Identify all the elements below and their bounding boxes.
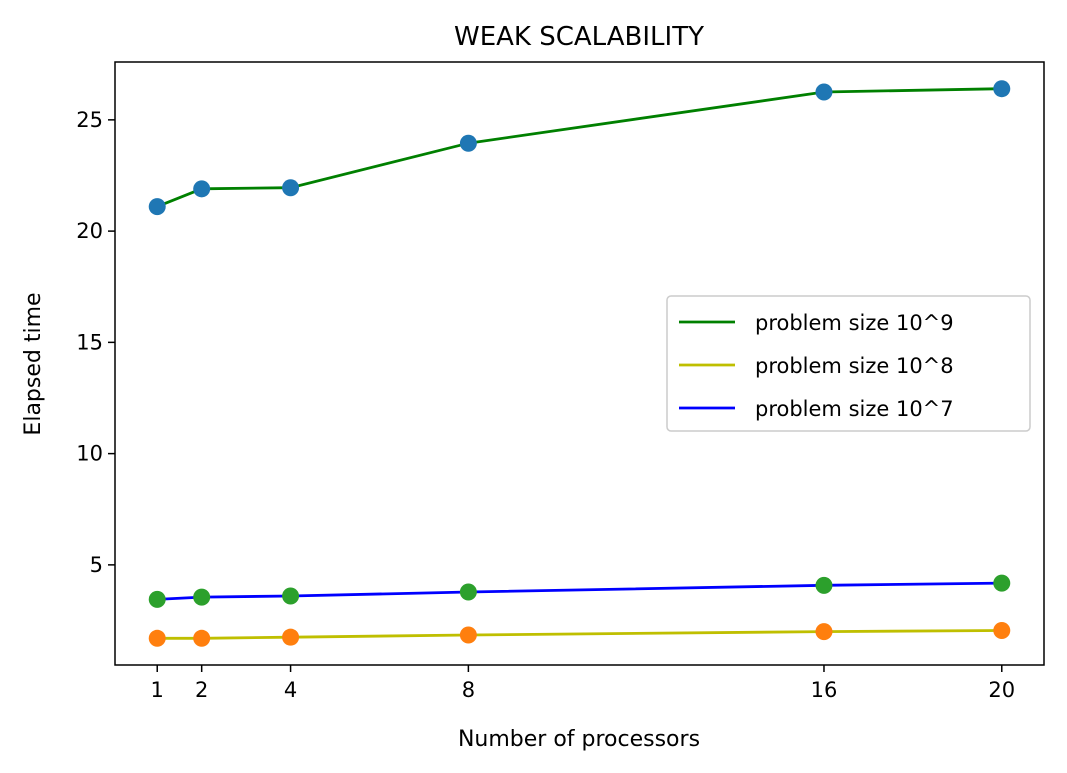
legend-box — [666, 295, 1031, 432]
data-point — [193, 629, 211, 647]
x-tick-label: 2 — [195, 678, 208, 702]
y-tick-label: 5 — [90, 553, 103, 577]
data-point — [815, 576, 833, 594]
legend-label: problem size 10^9 — [755, 311, 954, 335]
data-point — [148, 590, 166, 608]
series-layer — [148, 80, 1011, 647]
x-tick-label: 16 — [811, 678, 838, 702]
x-tick-label: 4 — [284, 678, 297, 702]
data-point — [993, 574, 1011, 592]
data-point — [459, 134, 477, 152]
y-tick-label: 25 — [76, 108, 103, 132]
legend: problem size 10^9 problem size 10^8 proble… — [666, 295, 1031, 432]
data-point — [282, 587, 300, 605]
y-tick-label: 10 — [76, 442, 103, 466]
data-point — [193, 588, 211, 606]
data-point — [815, 623, 833, 641]
data-point — [459, 626, 477, 644]
legend-label: problem size 10^8 — [755, 354, 954, 378]
data-point — [193, 180, 211, 198]
data-point — [282, 179, 300, 197]
x-tick-label: 20 — [988, 678, 1015, 702]
legend-label: problem size 10^7 — [755, 397, 954, 421]
data-point — [148, 198, 166, 216]
y-tick-label: 15 — [76, 330, 103, 354]
y-axis: 5 10 15 20 25 — [76, 108, 115, 577]
data-point — [148, 629, 166, 647]
x-axis-label: Number of processors — [458, 727, 700, 752]
y-tick-label: 20 — [76, 219, 103, 243]
data-point — [815, 83, 833, 101]
y-axis-label: Elapsed time — [21, 292, 46, 435]
x-tick-label: 1 — [151, 678, 164, 702]
x-axis: 1 2 4 8 16 20 — [151, 665, 1015, 702]
plot-area — [114, 61, 1045, 666]
data-point — [282, 628, 300, 646]
data-point — [993, 622, 1011, 640]
x-tick-label: 8 — [462, 678, 475, 702]
data-point — [459, 583, 477, 601]
chart-title: WEAK SCALABILITY — [454, 22, 704, 52]
data-point — [993, 80, 1011, 98]
